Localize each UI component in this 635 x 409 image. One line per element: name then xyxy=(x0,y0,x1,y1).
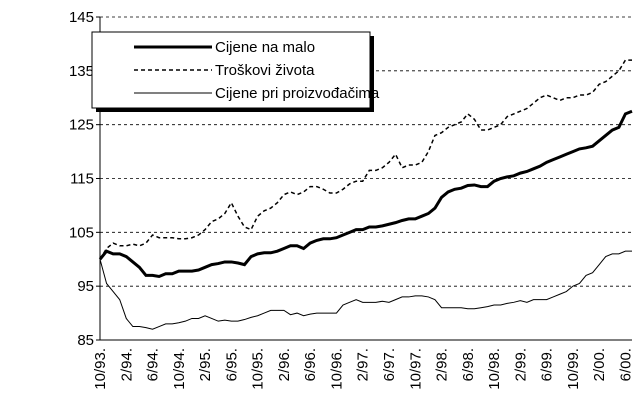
x-tick-label: 10/93. xyxy=(92,348,109,390)
y-tick-label: 145 xyxy=(69,9,94,26)
x-tick-label: 6/00. xyxy=(617,348,634,381)
x-tick-label: 2/94. xyxy=(118,348,135,381)
x-tick-label: 2/96. xyxy=(276,348,293,381)
x-tick-label: 2/97. xyxy=(355,348,372,381)
x-tick-label: 10/95. xyxy=(250,348,267,390)
series-line xyxy=(99,59,632,260)
y-tick-label: 115 xyxy=(70,171,94,188)
x-tick-label: 6/96. xyxy=(302,348,319,381)
x-tick-label: 10/98. xyxy=(486,348,503,390)
x-tick-label: 6/98. xyxy=(460,348,477,381)
legend-label: Cijene pri proizvođačima xyxy=(215,85,380,102)
series-line xyxy=(99,250,632,330)
x-tick-label: 2/99. xyxy=(512,348,529,381)
x-tick-label: 6/99. xyxy=(539,348,556,381)
legend-label: Cijene na malo xyxy=(215,39,315,56)
y-tick-label: 105 xyxy=(69,224,94,241)
x-tick-label: 2/95. xyxy=(197,348,214,381)
x-tick-label: 10/97. xyxy=(407,348,424,390)
x-tick-label: 2/00. xyxy=(591,348,608,381)
x-tick-label: 2/98. xyxy=(434,348,451,381)
x-tick-label: 10/94. xyxy=(171,348,188,390)
y-tick-label: 95 xyxy=(77,278,94,295)
y-tick-label: 85 xyxy=(77,332,94,349)
legend xyxy=(91,31,371,109)
x-tick-label: 10/96. xyxy=(328,348,345,390)
x-tick-label: 6/97. xyxy=(381,348,398,381)
legend-label: Troškovi života xyxy=(215,62,315,79)
y-tick-label: 135 xyxy=(69,63,94,80)
x-tick-label: 6/95. xyxy=(223,348,240,381)
x-tick-label: 10/99. xyxy=(565,348,582,390)
series-line xyxy=(98,109,633,279)
x-tick-label: 6/94. xyxy=(145,348,162,381)
y-tick-label: 125 xyxy=(69,117,94,134)
